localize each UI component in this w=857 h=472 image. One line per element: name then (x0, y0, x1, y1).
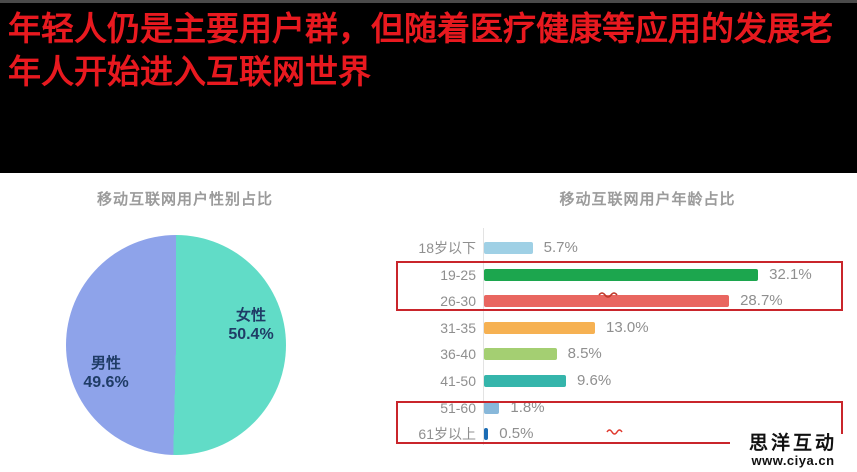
highlight-box-bottom-topline (396, 401, 842, 403)
bar (484, 375, 566, 387)
pie-slice-label-female: 女性 50.4% (206, 306, 296, 344)
watermark: 思洋互动 www.ciya.cn (735, 434, 851, 468)
bar-category-label: 51-60 (440, 399, 476, 416)
gender-pie (66, 235, 286, 455)
squiggle-mark-1 (598, 292, 618, 298)
bar-category-label: 61岁以上 (418, 426, 476, 443)
bar-value-label: 8.5% (567, 345, 602, 363)
bar-category-label: 31-35 (440, 319, 476, 336)
bar (484, 428, 489, 441)
bar-category-label: 41-50 (440, 373, 476, 389)
bar-value-label: 13.0% (606, 318, 649, 336)
highlight-box-bottom-rightline (841, 401, 843, 434)
header-banner: 年轻人仍是主要用户群，但随着医疗健康等应用的发展老 年人开始进入互联网世界 (0, 0, 857, 173)
top-strip (0, 0, 857, 3)
pie-female-name: 女性 (235, 307, 266, 324)
bar-value-label: 5.7% (543, 239, 578, 256)
bar (484, 321, 596, 334)
headline-line2: 年人开始进入互联网世界 (8, 53, 371, 90)
pie-female-pct: 50.4% (228, 326, 274, 343)
bar (484, 268, 759, 281)
highlight-box-bottom-leftline (396, 401, 398, 444)
age-axis-line (483, 228, 484, 445)
highlight-box-top (396, 261, 843, 311)
bar-category-label: 18岁以下 (418, 240, 476, 256)
bar-category-label: 36-40 (440, 346, 476, 363)
pie-male-pct: 49.6% (83, 374, 129, 391)
gender-chart-title: 移动互联网用户性别占比 (96, 191, 273, 208)
bar-category-label: 26-30 (440, 293, 476, 310)
bar (484, 401, 500, 414)
headline-line1: 年轻人仍是主要用户群，但随着医疗健康等应用的发展老 (8, 10, 833, 47)
highlight-box-bottom-bottomline (396, 442, 730, 444)
bar-value-label: 0.5% (499, 425, 534, 443)
bar-value-label: 9.6% (576, 372, 612, 389)
bar-category-label: 19-25 (440, 266, 476, 283)
pie-slice-label-male: 男性 49.6% (61, 354, 151, 392)
watermark-brand: 思洋互动 (748, 433, 837, 454)
bar (484, 295, 730, 308)
bar-value-label: 32.1% (769, 265, 812, 283)
watermark-url: www.ciya.cn (751, 453, 835, 468)
squiggle-mark-2 (606, 429, 623, 435)
pie-male-name: 男性 (90, 355, 121, 372)
bar-value-label: 28.7% (740, 292, 783, 310)
bar (484, 348, 557, 361)
age-chart-title: 移动互联网用户年龄占比 (559, 191, 736, 208)
bar (484, 242, 533, 254)
